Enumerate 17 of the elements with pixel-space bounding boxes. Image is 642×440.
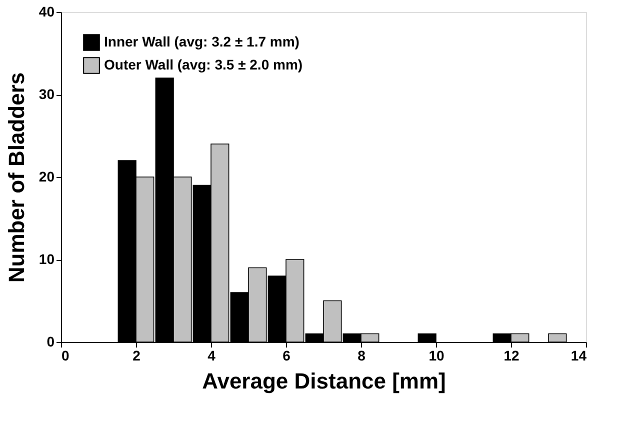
x-tick-label: 12 bbox=[504, 348, 520, 364]
legend-label: Outer Wall (avg: 3.5 ± 2.0 mm) bbox=[104, 56, 303, 72]
legend-label: Inner Wall (avg: 3.2 ± 1.7 mm) bbox=[104, 34, 300, 50]
x-tick-label: 6 bbox=[282, 348, 291, 364]
y-tick-label: 40 bbox=[38, 4, 55, 20]
x-tick-label: 8 bbox=[358, 348, 366, 364]
x-tick-label: 4 bbox=[208, 348, 216, 364]
x-axis-title: Average Distance [mm] bbox=[202, 368, 446, 394]
x-tick-label: 0 bbox=[62, 348, 70, 364]
y-tick-label: 0 bbox=[46, 334, 55, 350]
x-tick-label: 10 bbox=[428, 348, 444, 364]
y-tick-label: 20 bbox=[38, 168, 55, 184]
y-tick-label: 30 bbox=[38, 86, 55, 102]
x-tick-label: 2 bbox=[132, 348, 141, 364]
y-tick-label: 10 bbox=[38, 251, 55, 267]
y-axis-title: Number of Bladders bbox=[4, 72, 29, 283]
x-tick-label: 14 bbox=[570, 348, 587, 364]
